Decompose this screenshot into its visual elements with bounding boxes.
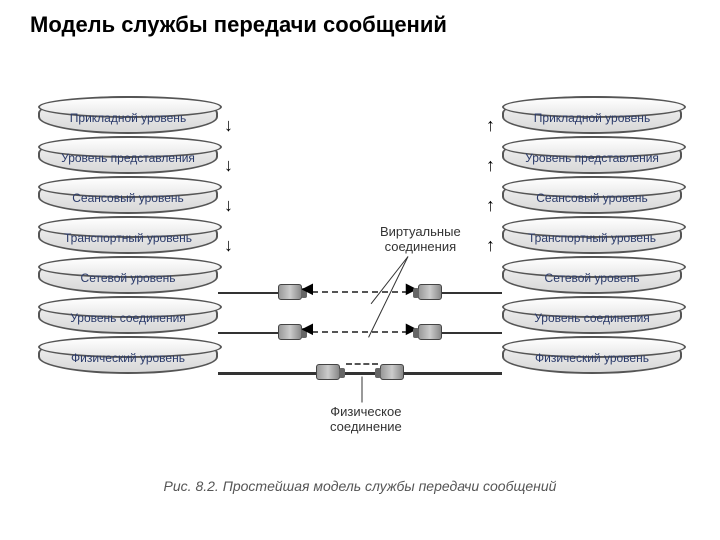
disc-label: Уровень представления [525, 151, 659, 165]
disc-label: Сеансовый уровень [536, 191, 648, 205]
disc-left-3: Транспортный уровень [38, 216, 218, 254]
arrow-up-icon: ↑ [486, 236, 495, 254]
cable-dashed [346, 363, 378, 365]
disc-right-0: Прикладной уровень [502, 96, 682, 134]
disc-label: Уровень представления [61, 151, 195, 165]
disc-left-1: Уровень представления [38, 136, 218, 174]
arrow-up-icon: ↑ [486, 156, 495, 174]
arrow-up-icon: ↑ [486, 116, 495, 134]
cable-solid [218, 292, 278, 294]
annotation-text: Физическое [330, 404, 401, 419]
connector-plug-icon [418, 324, 442, 340]
arrow-down-icon: ↓ [224, 116, 233, 134]
annotation-text: соединения [385, 239, 457, 254]
annotation-text: Виртуальные [380, 224, 461, 239]
cable-dashed [312, 331, 408, 333]
disc-label: Сетевой уровень [81, 271, 176, 285]
disc-right-3: Транспортный уровень [502, 216, 682, 254]
connector-plug-icon [316, 364, 340, 380]
disc-left-4: Сетевой уровень [38, 256, 218, 294]
disc-right-5: Уровень соединения [502, 296, 682, 334]
disc-right-6: Физический уровень [502, 336, 682, 374]
annotation-text: соединение [330, 419, 402, 434]
figure-caption: Рис. 8.2. Простейшая модель службы перед… [0, 478, 720, 494]
connector-plug-icon [380, 364, 404, 380]
arrow-up-icon: ↑ [486, 196, 495, 214]
disc-left-5: Уровень соединения [38, 296, 218, 334]
arrow-down-icon: ↓ [224, 236, 233, 254]
cable-solid [218, 332, 278, 334]
arrow-left-icon: ◀ [302, 281, 313, 295]
leader-line [362, 377, 363, 403]
cable-dashed [312, 291, 408, 293]
disc-label: Физический уровень [535, 351, 649, 365]
disc-right-1: Уровень представления [502, 136, 682, 174]
cable-solid [442, 332, 502, 334]
cable-solid [442, 292, 502, 294]
disc-label: Транспортный уровень [64, 231, 192, 245]
disc-label: Сеансовый уровень [72, 191, 184, 205]
arrow-down-icon: ↓ [224, 196, 233, 214]
disc-left-6: Физический уровень [38, 336, 218, 374]
annotation-physical: Физическое соединение [330, 404, 402, 434]
disc-label: Прикладной уровень [70, 111, 186, 125]
disc-left-2: Сеансовый уровень [38, 176, 218, 214]
disc-label: Уровень соединения [534, 311, 650, 325]
connector-plug-icon [278, 324, 302, 340]
arrow-left-icon: ◀ [302, 321, 313, 335]
disc-label: Уровень соединения [70, 311, 186, 325]
arrow-down-icon: ↓ [224, 156, 233, 174]
annotation-virtual: Виртуальные соединения [380, 224, 461, 254]
disc-right-4: Сетевой уровень [502, 256, 682, 294]
page-title: Модель службы передачи сообщений [30, 12, 447, 38]
disc-label: Сетевой уровень [545, 271, 640, 285]
connector-plug-icon [278, 284, 302, 300]
disc-right-2: Сеансовый уровень [502, 176, 682, 214]
connector-plug-icon [418, 284, 442, 300]
disc-label: Прикладной уровень [534, 111, 650, 125]
cable-solid [218, 372, 502, 375]
disc-label: Физический уровень [71, 351, 185, 365]
disc-left-0: Прикладной уровень [38, 96, 218, 134]
disc-label: Транспортный уровень [528, 231, 656, 245]
